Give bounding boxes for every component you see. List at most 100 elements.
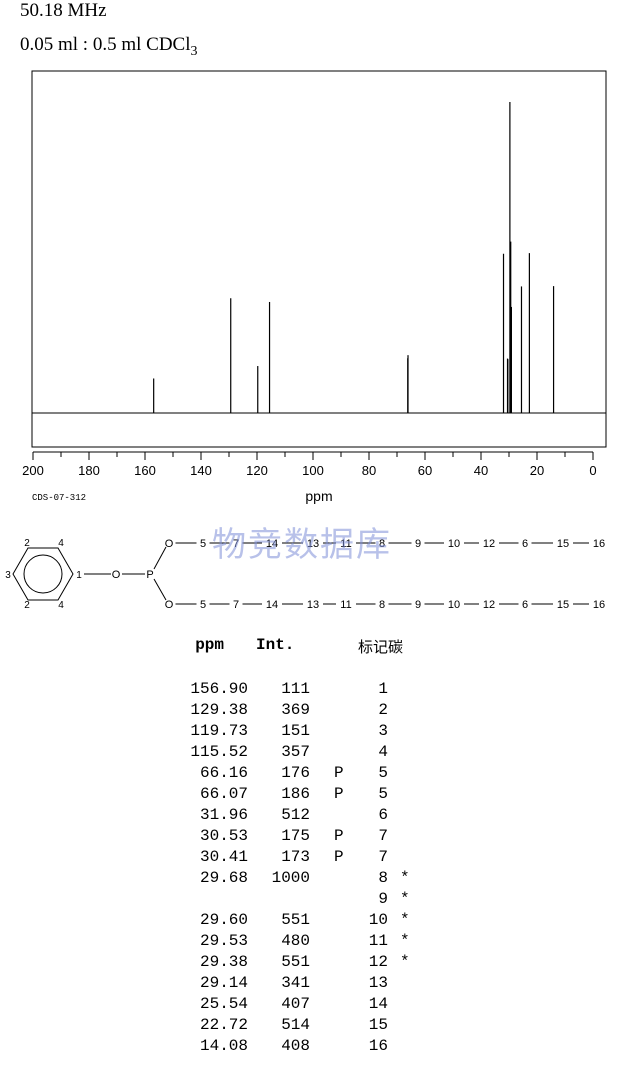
cell-int: 512 (281, 806, 310, 824)
cell-ppm: 22.72 (199, 1016, 248, 1034)
col-header-ppm: ppm (195, 636, 224, 654)
upper-chain-atom-label: 15 (557, 538, 569, 550)
cell-carbon: 10 (368, 911, 388, 929)
col-header-int: Int. (256, 636, 295, 654)
cell-carbon: 15 (368, 1016, 388, 1034)
lower-chain-atom-label: 9 (415, 599, 421, 611)
cell-ppm: 66.16 (199, 764, 248, 782)
frequency-label: 50.18 MHz (20, 0, 107, 21)
phosphorus-label: P (146, 569, 153, 581)
cell-int: 480 (281, 932, 310, 950)
catalog-code: CDS-07-312 (32, 493, 86, 503)
bond-p-upper (153, 546, 167, 570)
lower-chain-atom-label: 6 (522, 599, 528, 611)
cell-star: * (400, 911, 410, 929)
cell-ppm: 29.53 (199, 932, 248, 950)
lower-chain-atom-label: 5 (200, 599, 206, 611)
cell-carbon: 5 (378, 785, 388, 803)
col-header-carbon: 标记碳 (358, 638, 404, 656)
sample-label-text: 0.05 ml : 0.5 ml CDCl (20, 34, 191, 55)
cell-carbon: 2 (378, 701, 388, 719)
watermark-text: 物竞数据库 (212, 525, 392, 565)
cell-carbon: 12 (368, 953, 388, 971)
cell-ppm: 29.14 (199, 974, 248, 992)
ring-atom-label: 4 (58, 538, 64, 549)
cell-star: * (400, 890, 410, 908)
plot-frame (31, 70, 607, 448)
upper-chain-atom-label: 11 (340, 538, 351, 550)
cell-int: 186 (281, 785, 310, 803)
cell-ppm: 156.90 (190, 680, 248, 698)
lower-chain-atom-label: 12 (483, 599, 495, 611)
sample-label: 0.05 ml : 0.5 ml CDCl3 (20, 34, 198, 63)
cell-p-flag: P (334, 848, 344, 866)
cell-p-flag: P (334, 827, 344, 845)
cell-carbon: 1 (378, 680, 388, 698)
cell-int: 151 (281, 722, 310, 740)
cell-star: * (400, 932, 410, 950)
lower-chain-atom-label: 13 (307, 599, 319, 611)
cell-carbon: 7 (378, 827, 388, 845)
x-axis-label: ppm (305, 488, 332, 504)
cell-ppm: 29.68 (199, 869, 248, 887)
cell-int: 514 (281, 1016, 310, 1034)
upper-chain-atom-label: 8 (379, 538, 385, 550)
ring-atom-label: 2 (24, 600, 30, 611)
ring-atom-label: 4 (58, 600, 64, 611)
upper-chain-atom-label: 7 (233, 538, 239, 550)
cell-ppm: 29.60 (199, 911, 248, 929)
cell-int: 357 (281, 743, 310, 761)
cell-ppm: 30.41 (199, 848, 248, 866)
cell-carbon: 7 (378, 848, 388, 866)
cell-star: * (400, 869, 410, 887)
cell-ppm: 14.08 (199, 1037, 248, 1055)
cell-ppm: 119.73 (190, 722, 248, 740)
x-tick-label: 120 (246, 463, 268, 478)
x-tick-label: 200 (22, 463, 44, 478)
cell-int: 551 (281, 953, 310, 971)
upper-chain-atom-label: 10 (448, 538, 460, 550)
lower-chain-atom-label: 16 (593, 599, 605, 611)
x-tick-label: 80 (362, 463, 376, 478)
bond-p-lower (153, 578, 167, 601)
x-tick-label: 160 (134, 463, 156, 478)
cell-int: 176 (281, 764, 310, 782)
cell-p-flag: P (334, 785, 344, 803)
x-tick-label: 60 (418, 463, 432, 478)
cell-carbon: 4 (378, 743, 388, 761)
lower-chain-atom-label: 14 (266, 599, 278, 611)
cell-int: 551 (281, 911, 310, 929)
upper-chain-atom-label: O (165, 538, 174, 550)
ring-atom-label: 3 (5, 570, 11, 581)
cell-ppm: 129.38 (190, 701, 248, 719)
cell-star: * (400, 953, 410, 971)
cell-ppm: 30.53 (199, 827, 248, 845)
ring-atom-label: 2 (24, 538, 30, 549)
cell-ppm: 29.38 (199, 953, 248, 971)
lower-chain-atom-label: 15 (557, 599, 569, 611)
x-tick-label: 40 (474, 463, 488, 478)
x-tick-label: 180 (78, 463, 100, 478)
lower-chain-atom-label: 8 (379, 599, 385, 611)
cell-int: 369 (281, 701, 310, 719)
lower-chain-atom-label: O (165, 599, 174, 611)
cell-ppm: 31.96 (199, 806, 248, 824)
benzene-ring (12, 547, 74, 601)
cell-carbon: 3 (378, 722, 388, 740)
cell-int: 173 (281, 848, 310, 866)
upper-chain-atom-label: 16 (593, 538, 605, 550)
x-tick-label: 0 (589, 463, 596, 478)
cell-carbon: 14 (368, 995, 388, 1013)
cell-ppm: 115.52 (190, 743, 248, 761)
upper-chain-atom-label: 5 (200, 538, 206, 550)
cell-carbon: 8 (378, 869, 388, 887)
cell-int: 175 (281, 827, 310, 845)
cell-ppm: 66.07 (199, 785, 248, 803)
cell-carbon: 13 (368, 974, 388, 992)
upper-chain-atom-label: 14 (266, 538, 278, 550)
cell-int: 111 (281, 680, 310, 698)
cell-carbon: 16 (368, 1037, 388, 1055)
cell-carbon: 9 (378, 890, 388, 908)
oxygen-label: O (112, 569, 121, 581)
cell-int: 407 (281, 995, 310, 1013)
